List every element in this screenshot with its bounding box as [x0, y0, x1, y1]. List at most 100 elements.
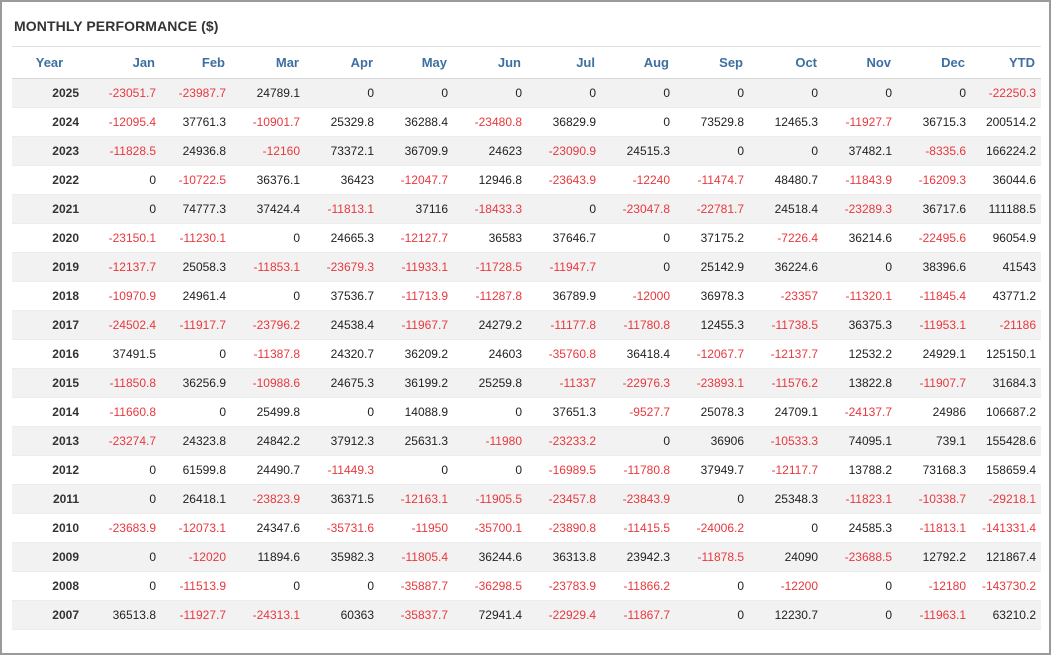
month-value-cell: -36298.5: [453, 571, 527, 601]
column-header-nov[interactable]: Nov: [823, 46, 897, 79]
month-value-cell: 13788.2: [823, 455, 897, 485]
month-value-cell: 0: [305, 78, 379, 108]
column-header-jul[interactable]: Jul: [527, 46, 601, 79]
column-header-oct[interactable]: Oct: [749, 46, 823, 79]
column-header-mar[interactable]: Mar: [231, 46, 305, 79]
table-row: 2024 -12095.4 37761.3 -10901.7 25329.8 36288.…: [12, 107, 1041, 137]
month-value-cell: -11177.8: [527, 310, 601, 340]
month-value-cell: -7226.4: [749, 223, 823, 253]
month-value-cell: 37482.1: [823, 136, 897, 166]
month-value-cell: 36371.5: [305, 484, 379, 514]
month-value-cell: 61599.8: [161, 455, 231, 485]
month-value-cell: -11415.5: [601, 513, 675, 543]
month-value-cell: -10901.7: [231, 107, 305, 137]
month-value-cell: -10338.7: [897, 484, 971, 514]
month-value-cell: -23090.9: [527, 136, 601, 166]
column-header-may[interactable]: May: [379, 46, 453, 79]
month-value-cell: 36244.6: [453, 542, 527, 572]
month-value-cell: 0: [823, 600, 897, 630]
month-value-cell: 0: [601, 426, 675, 456]
month-value-cell: 24929.1: [897, 339, 971, 369]
table-row: 2007 36513.8 -11927.7 -24313.1 60363 -35837.7…: [12, 600, 1041, 630]
month-value-cell: 0: [527, 78, 601, 108]
month-value-cell: 36829.9: [527, 107, 601, 137]
month-value-cell: -12047.7: [379, 165, 453, 195]
column-header-jun[interactable]: Jun: [453, 46, 527, 79]
ytd-cell: -21186: [971, 310, 1041, 340]
month-value-cell: -23893.1: [675, 368, 749, 398]
month-value-cell: 36583: [453, 223, 527, 253]
month-value-cell: 0: [453, 397, 527, 427]
month-value-cell: 0: [749, 513, 823, 543]
year-cell: 2014: [12, 397, 87, 427]
year-cell: 2018: [12, 281, 87, 311]
month-value-cell: -10988.6: [231, 368, 305, 398]
month-value-cell: 24789.1: [231, 78, 305, 108]
column-header-jan[interactable]: Jan: [87, 46, 161, 79]
month-value-cell: -11845.4: [897, 281, 971, 311]
month-value-cell: -23274.7: [87, 426, 161, 456]
year-cell: 2012: [12, 455, 87, 485]
month-value-cell: 24936.8: [161, 136, 231, 166]
month-value-cell: -11230.1: [161, 223, 231, 253]
column-header-feb[interactable]: Feb: [161, 46, 231, 79]
month-value-cell: 0: [87, 571, 161, 601]
month-value-cell: 36715.3: [897, 107, 971, 137]
month-value-cell: -12020: [161, 542, 231, 572]
month-value-cell: -11850.8: [87, 368, 161, 398]
month-value-cell: 0: [601, 223, 675, 253]
column-header-dec[interactable]: Dec: [897, 46, 971, 79]
month-value-cell: -24137.7: [823, 397, 897, 427]
ytd-cell: 36044.6: [971, 165, 1041, 195]
column-header-ytd[interactable]: YTD: [971, 46, 1041, 79]
month-value-cell: -12240: [601, 165, 675, 195]
month-value-cell: 25329.8: [305, 107, 379, 137]
month-value-cell: 36224.6: [749, 252, 823, 282]
year-cell: 2022: [12, 165, 87, 195]
column-header-year[interactable]: Year: [12, 46, 87, 79]
month-value-cell: 0: [601, 252, 675, 282]
month-value-cell: 0: [675, 136, 749, 166]
column-header-sep[interactable]: Sep: [675, 46, 749, 79]
month-value-cell: -23357: [749, 281, 823, 311]
month-value-cell: 0: [823, 252, 897, 282]
month-value-cell: 38396.6: [897, 252, 971, 282]
month-value-cell: 25348.3: [749, 484, 823, 514]
month-value-cell: 37949.7: [675, 455, 749, 485]
table-row: 2016 37491.5 0 -11387.8 24320.7 36209.2 24603-…: [12, 339, 1041, 369]
ytd-cell: 31684.3: [971, 368, 1041, 398]
column-header-aug[interactable]: Aug: [601, 46, 675, 79]
ytd-cell: 96054.9: [971, 223, 1041, 253]
month-value-cell: -22929.4: [527, 600, 601, 630]
month-value-cell: -11980: [453, 426, 527, 456]
month-value-cell: 0: [379, 455, 453, 485]
year-cell: 2015: [12, 368, 87, 398]
ytd-cell: 155428.6: [971, 426, 1041, 456]
month-value-cell: 36513.8: [87, 600, 161, 630]
table-row: 2015 -11850.8 36256.9 -10988.6 24675.3 36199.…: [12, 368, 1041, 398]
month-value-cell: 24518.4: [749, 194, 823, 224]
table-row: 2013 -23274.7 24323.8 24842.2 37912.3 25631.3…: [12, 426, 1041, 456]
month-value-cell: -11867.7: [601, 600, 675, 630]
month-value-cell: -35837.7: [379, 600, 453, 630]
month-value-cell: 24279.2: [453, 310, 527, 340]
month-value-cell: 73529.8: [675, 107, 749, 137]
month-value-cell: 0: [453, 455, 527, 485]
month-value-cell: 12792.2: [897, 542, 971, 572]
monthly-performance-table: Year Jan Feb Mar Apr May Jun Jul Aug Sep Oct Nov Dec…: [12, 46, 1041, 630]
month-value-cell: 74095.1: [823, 426, 897, 456]
ytd-cell: -29218.1: [971, 484, 1041, 514]
month-value-cell: -23823.9: [231, 484, 305, 514]
month-value-cell: 0: [749, 136, 823, 166]
column-header-apr[interactable]: Apr: [305, 46, 379, 79]
month-value-cell: -23679.3: [305, 252, 379, 282]
panel-title: MONTHLY PERFORMANCE ($): [14, 18, 219, 34]
month-value-cell: 36423: [305, 165, 379, 195]
ytd-cell: 43771.2: [971, 281, 1041, 311]
month-value-cell: 0: [749, 78, 823, 108]
month-value-cell: 37912.3: [305, 426, 379, 456]
table-row: 2012 0 61599.8 24490.7 -11449.3 0 0 -16989.5 -11…: [12, 455, 1041, 485]
month-value-cell: -23890.8: [527, 513, 601, 543]
month-value-cell: -11828.5: [87, 136, 161, 166]
month-value-cell: 24842.2: [231, 426, 305, 456]
